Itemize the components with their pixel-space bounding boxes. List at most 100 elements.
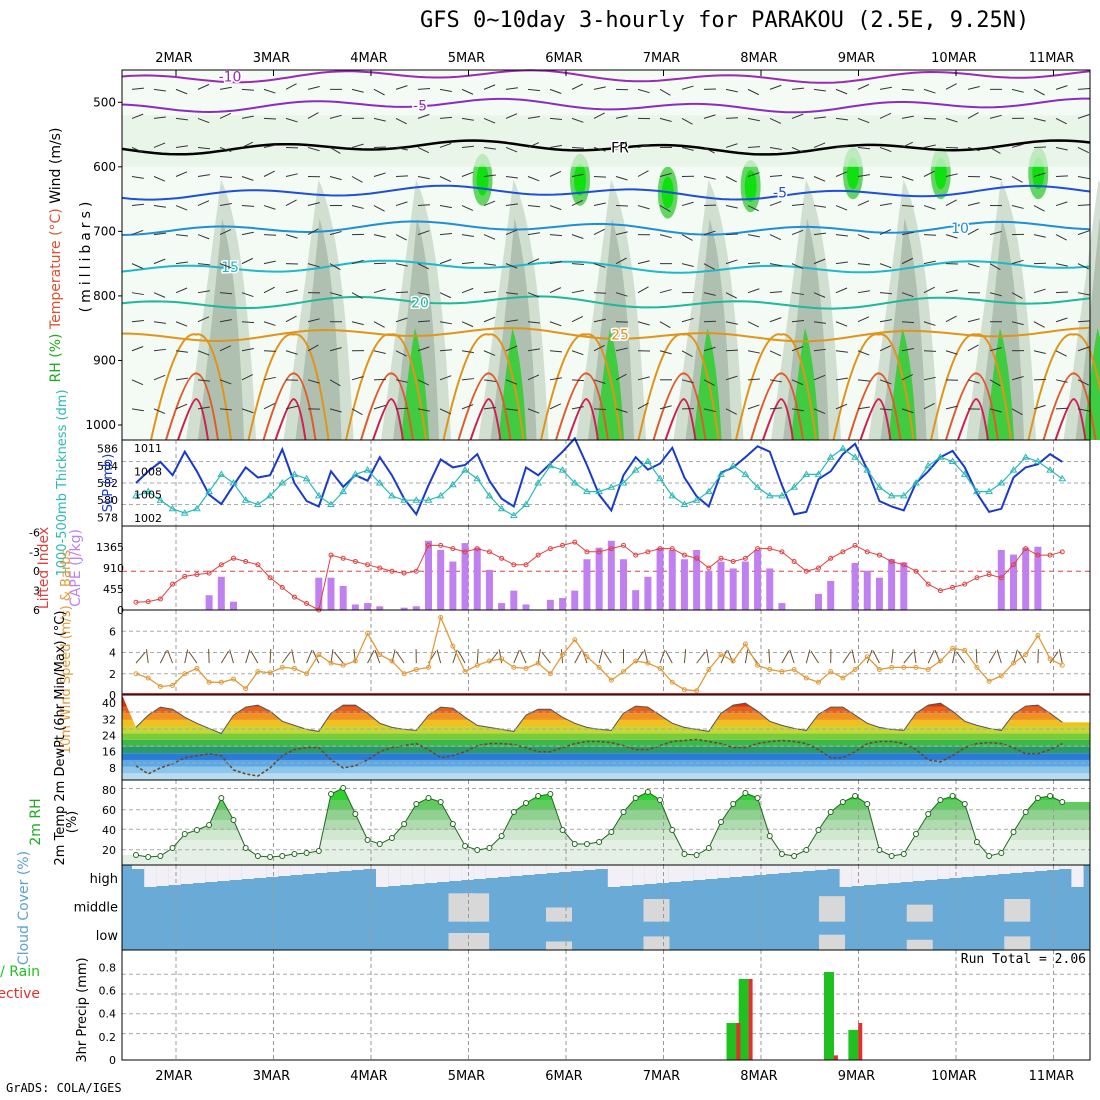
wind-barb: [549, 403, 562, 410]
wind-barb: [681, 350, 693, 358]
dewpoint-line: [135, 738, 1063, 777]
wind-barb: [351, 408, 363, 416]
wind-barb: [857, 174, 870, 177]
wind-barb: [395, 379, 408, 383]
wind-barb: [197, 84, 210, 90]
rh-marker: [218, 795, 225, 801]
thickness-marker: [290, 470, 299, 477]
wind-barb: [351, 259, 364, 265]
wind-speed-line: [135, 615, 1063, 692]
cape-bar: [425, 540, 432, 610]
wind-barb: [835, 234, 848, 237]
surface-wind-barb: [250, 650, 259, 664]
hot-contour: [274, 398, 307, 441]
high-cloud-bar: [498, 865, 511, 877]
wind-barb: [549, 144, 562, 148]
high-cloud-bar: [681, 865, 694, 881]
thickness-marker: [314, 491, 323, 499]
wind-barb: [373, 88, 385, 96]
wind-barb: [285, 405, 298, 410]
wind-ylabel: 10m Wind Speed (m/s) & Barbs: [59, 549, 74, 754]
high-cloud-bar: [742, 865, 755, 876]
surface-wind-barb: [872, 650, 880, 664]
high-cloud-bar: [254, 865, 267, 878]
upper-air-units: (millibars): [78, 198, 94, 313]
wind-speed-marker: [572, 637, 578, 643]
wind-barb: [263, 88, 276, 94]
hot-contour: [372, 398, 404, 441]
wind-barb: [791, 113, 804, 119]
cape-bar: [815, 593, 822, 610]
wind-barb: [769, 200, 782, 207]
wind-barb: [967, 263, 980, 268]
wind-speed-marker: [718, 652, 724, 658]
cape-bar: [863, 570, 871, 610]
hot-contour: [664, 398, 697, 441]
low-cloud-bar: [463, 933, 490, 950]
wind-speed-marker: [742, 641, 748, 647]
wind-barb: [967, 112, 979, 119]
wind-barb: [659, 172, 672, 177]
high-cloud-bar: [937, 865, 950, 879]
wind-barb: [417, 263, 430, 270]
lifted-index-marker: [170, 581, 176, 587]
wind-barb: [813, 292, 826, 298]
cape-bar: [498, 603, 506, 610]
wind-barb: [549, 234, 562, 237]
wind-barb: [505, 345, 518, 352]
slp-tick-label: 1008: [134, 465, 162, 478]
slp-line: [135, 436, 1063, 517]
rh-marker: [657, 797, 664, 803]
cape-bar: [875, 577, 883, 610]
wind-barb: [175, 350, 188, 353]
wind-barb: [131, 87, 144, 90]
wind-barb: [461, 287, 474, 294]
wind-barb: [549, 170, 562, 177]
rh-marker: [1059, 799, 1066, 805]
temperature-contour: [121, 326, 1091, 343]
thickness-marker: [217, 470, 226, 477]
wind-barb: [329, 147, 341, 154]
lifted-index-marker: [803, 568, 809, 574]
lifted-index-marker: [657, 546, 663, 552]
warm-contour-inner: [652, 372, 707, 441]
wind-barb: [571, 289, 584, 294]
wind-barb: [263, 144, 276, 148]
rh-marker: [827, 809, 834, 815]
high-cloud-bar: [351, 865, 364, 870]
wind-barb: [461, 261, 474, 265]
lifted-index-marker: [596, 549, 602, 555]
thickness-marker: [436, 491, 445, 499]
wind-barb: [197, 234, 210, 240]
temp-color-band: [122, 773, 1090, 780]
lifted-index-marker: [267, 575, 273, 581]
slp-ylabel: SLP (mb): [101, 454, 116, 513]
cape-bar: [717, 561, 725, 610]
lifted-index-marker: [742, 555, 748, 561]
chart-title: GFS 0~10day 3-hourly for PARAKOU (2.5E, …: [420, 8, 1030, 33]
high-cloud-bar: [827, 865, 840, 869]
rh-ylabel: 2m RH: [28, 798, 44, 845]
wind-barb: [1011, 408, 1023, 416]
precip-tick-label: 0.2: [99, 1031, 117, 1044]
wind-barb: [1011, 88, 1024, 93]
wind-barb: [351, 143, 364, 148]
wind-barb: [197, 146, 210, 150]
rh-marker: [778, 851, 785, 857]
wind-barb: [945, 234, 958, 239]
rh-color-band: [122, 840, 1090, 850]
wind-barb: [153, 321, 166, 324]
wind-barb: [219, 112, 232, 119]
li-tick-label: -3: [29, 546, 40, 559]
high-cloud-bar: [424, 865, 437, 883]
lifted-index-marker: [828, 555, 834, 561]
rh-marker: [986, 853, 993, 859]
wind-barb: [461, 145, 474, 148]
rh-marker: [315, 848, 322, 854]
rh-marker: [279, 853, 286, 859]
wind-barb: [483, 146, 496, 150]
wind-barb: [549, 261, 562, 265]
high-cloud-bar: [900, 865, 913, 882]
thickness-marker: [912, 479, 920, 486]
wind-barb: [153, 348, 166, 352]
